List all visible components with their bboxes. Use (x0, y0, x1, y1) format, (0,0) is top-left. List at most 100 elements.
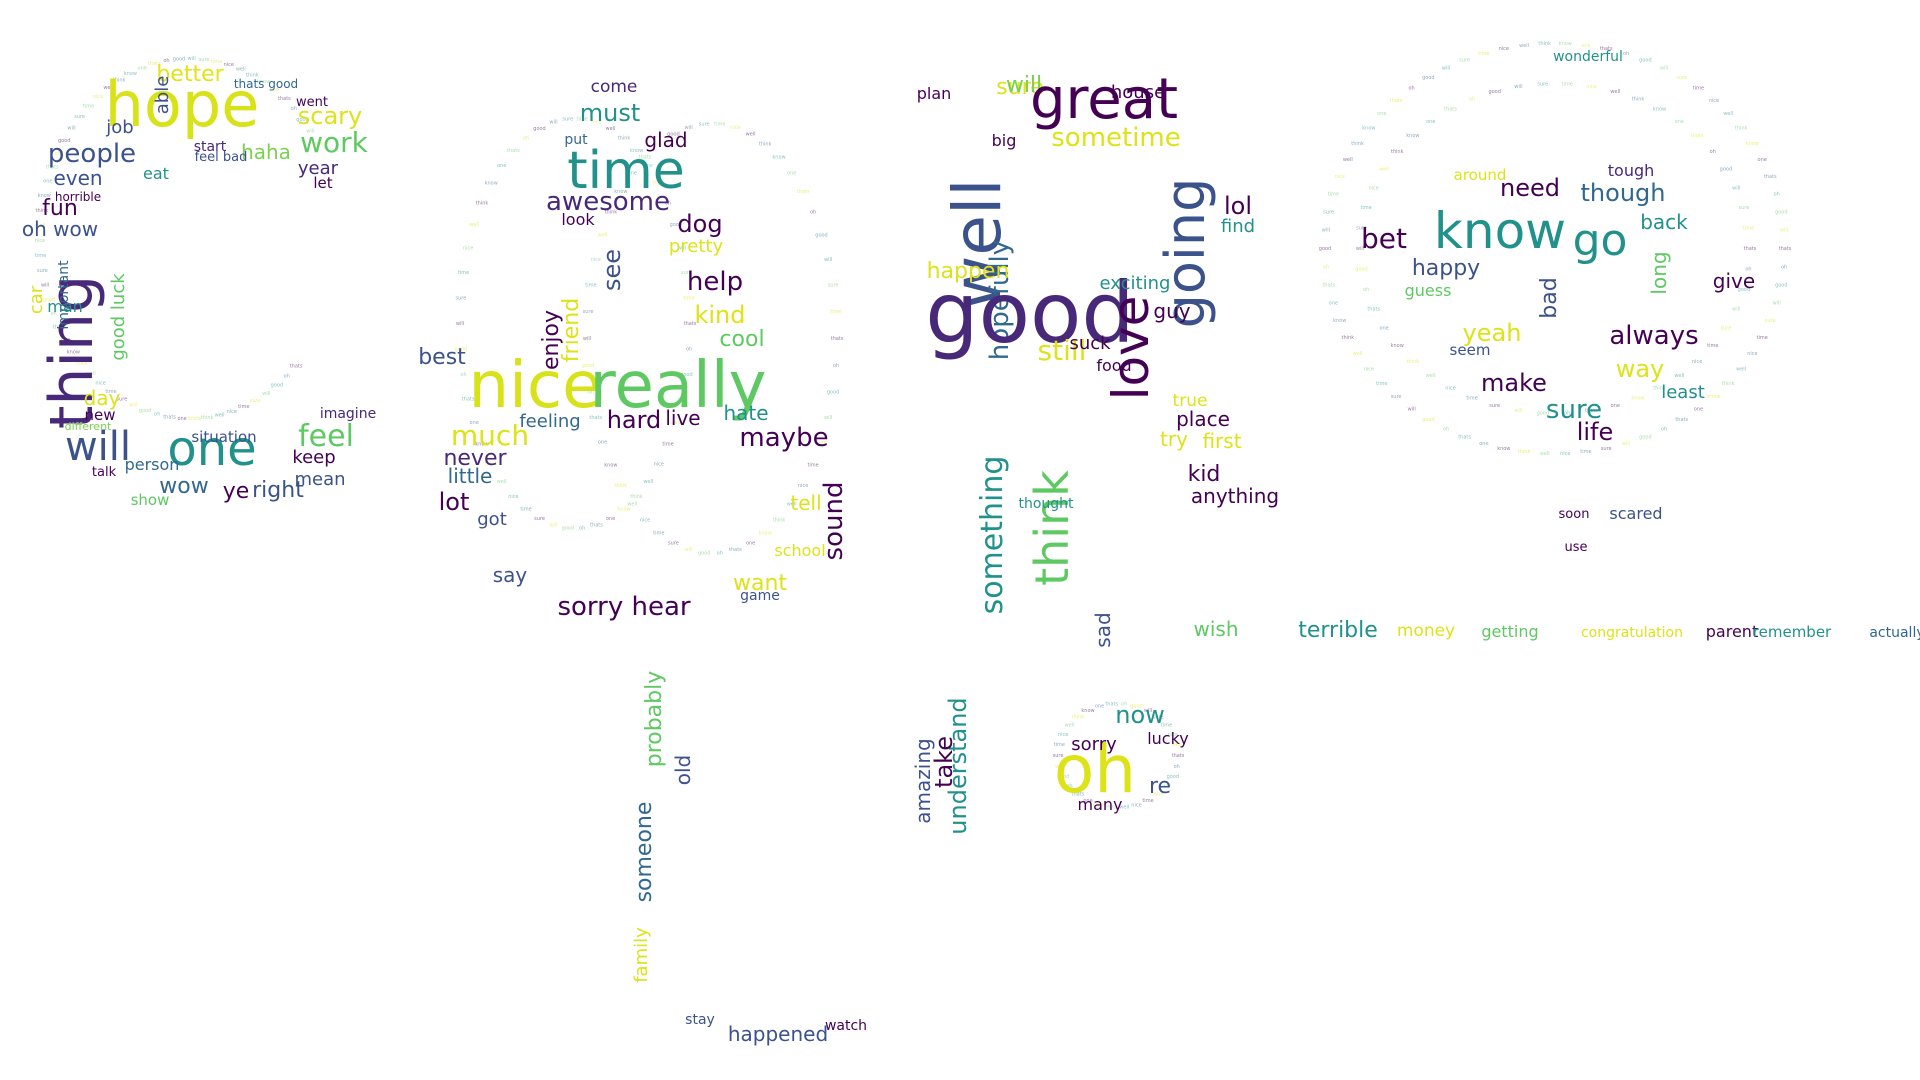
filler-word: think (1342, 335, 1355, 341)
filler-word: thats (1744, 246, 1757, 252)
filler-word: sure (250, 398, 261, 404)
filler-word: nice (463, 246, 473, 252)
cloud-word: hope (105, 68, 260, 141)
filler-word: oh (1564, 411, 1570, 417)
filler-word: think (1632, 97, 1645, 103)
filler-word: sure (117, 396, 128, 402)
cloud-word: important (56, 260, 72, 330)
cloud-word: someone (632, 802, 657, 903)
cloud-word: help (687, 267, 743, 297)
filler-word: nice (1692, 359, 1702, 365)
filler-word: nice (591, 257, 601, 263)
filler-word: know (1631, 395, 1644, 401)
filler-word: thats (148, 61, 161, 67)
filler-word: nice (1445, 385, 1455, 391)
cloud-word: many (1078, 795, 1123, 814)
cloud-word: look (561, 210, 595, 229)
filler-word: sure (1323, 209, 1334, 215)
cloud-word: glad (644, 128, 687, 152)
cloud-word: well (939, 178, 1016, 309)
cloud-word: thats good (234, 77, 298, 91)
filler-word: good (827, 390, 839, 396)
cloud-word: friend (559, 298, 584, 362)
filler-word: will (549, 120, 557, 126)
filler-word: nice (730, 125, 740, 131)
cloud-word: place (1176, 407, 1230, 431)
filler-word: will (1442, 66, 1450, 72)
filler-word: oh (717, 551, 723, 557)
filler-word: well (598, 232, 608, 238)
cloud-word: never (443, 446, 507, 471)
filler-word: know (772, 155, 785, 161)
filler-word: one (1675, 119, 1684, 125)
cloud-word: hopefully (985, 240, 1015, 360)
filler-word: oh (1323, 264, 1329, 270)
filler-word: think (113, 77, 126, 83)
filler-word: nice (227, 409, 237, 415)
filler-word: will (824, 257, 832, 263)
filler-word: thats (729, 547, 742, 553)
cloud-word: much (451, 419, 529, 452)
filler-word: thats (1691, 133, 1704, 139)
filler-word: oh (1745, 267, 1751, 273)
cloud-word: sorry (1071, 734, 1117, 755)
filler-word: think (1538, 41, 1551, 47)
filler-word: one (1611, 403, 1620, 409)
cloud-word: first (1202, 429, 1241, 453)
filler-word: will (549, 522, 557, 528)
filler-word: know (1362, 126, 1375, 132)
filler-word: know (1081, 708, 1094, 714)
filler-word: time (1707, 343, 1718, 349)
filler-word: will (67, 126, 75, 132)
cloud-word: good (925, 264, 1134, 362)
cloud-word: able (152, 76, 173, 115)
cloud-word: will (65, 424, 131, 470)
cloud-word: sure (996, 75, 1044, 100)
cloud-word: back (1640, 210, 1688, 234)
cloud-word: wonderful (1553, 49, 1623, 65)
cloud-word: people (48, 139, 136, 169)
filler-word: think (476, 201, 489, 207)
filler-word: oh (1774, 192, 1780, 198)
filler-word: good (58, 138, 70, 144)
cloud-word: tell (790, 491, 821, 515)
filler-word: will (1356, 246, 1364, 252)
cloud-word: suck (1069, 333, 1111, 354)
cloud-word: feel (298, 419, 354, 454)
cloud-word: say (493, 563, 528, 587)
cloud-word: re (1149, 774, 1171, 799)
cloud-word: find (1221, 216, 1255, 237)
cloud-word: cool (719, 327, 764, 352)
filler-word: nice (654, 461, 664, 467)
cloud-word: oh (1054, 731, 1136, 808)
filler-word: oh (460, 372, 466, 378)
filler-word: know (1559, 41, 1572, 47)
filler-word: oh (1066, 784, 1072, 790)
filler-word: time (577, 116, 588, 122)
filler-word: sure (562, 116, 573, 122)
cloud-word: pretty (669, 236, 724, 257)
filler-word: thats (1444, 107, 1457, 113)
cloud-word: true (1173, 391, 1208, 411)
filler-word: oh (50, 311, 56, 317)
filler-word: good (271, 383, 283, 389)
filler-word: time (1693, 86, 1704, 92)
filler-word: nice (1364, 367, 1374, 373)
cloud-word: got (477, 509, 507, 530)
cloud-word: amazing (911, 738, 935, 823)
cloud-word: bet (1361, 222, 1407, 255)
cloud-word: keep (292, 447, 335, 468)
filler-word: one (1426, 119, 1435, 125)
cloud-word: imagine (320, 406, 376, 422)
filler-word: one (1377, 111, 1386, 117)
cloud-word: work (300, 126, 369, 159)
cloud-word: let (313, 174, 332, 192)
cloud-word: guy (1153, 299, 1190, 323)
cloud-word: guess (1405, 281, 1452, 300)
filler-word: thats (290, 363, 303, 369)
filler-word: well (1736, 367, 1746, 373)
filler-word: know (188, 416, 201, 422)
cloud-word: remember (1753, 623, 1832, 641)
filler-word: one (1379, 326, 1388, 332)
